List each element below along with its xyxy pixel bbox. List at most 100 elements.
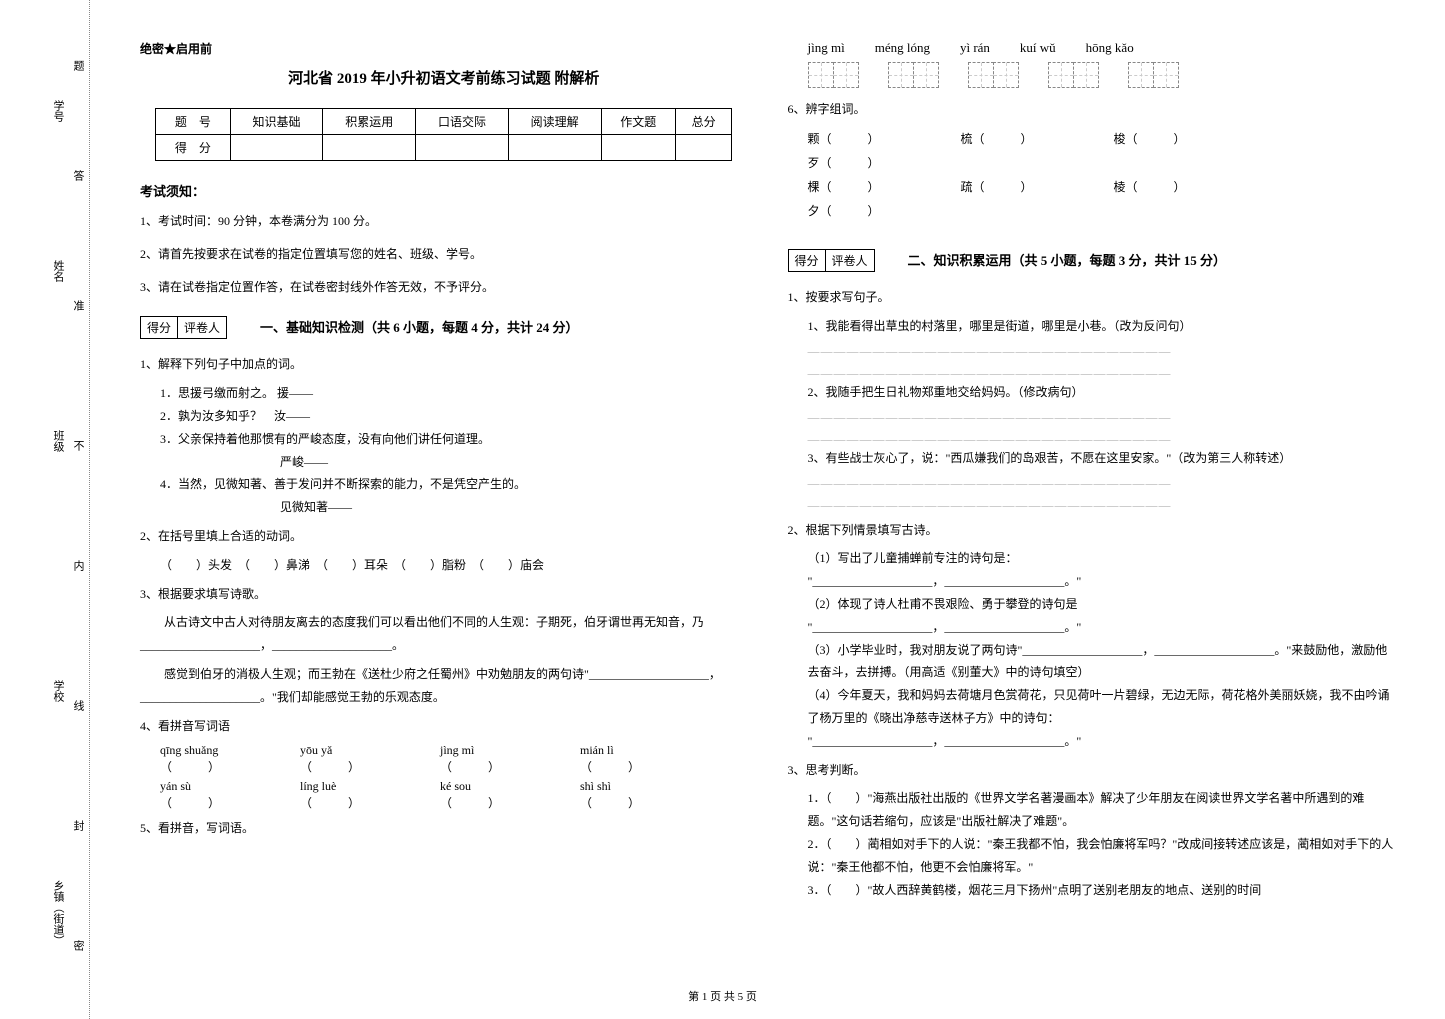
- part2-title: 二、知识积累运用（共 5 小题，每题 3 分，共计 15 分）: [908, 250, 1227, 269]
- answer-line: ＿＿＿＿＿＿＿＿＿＿＿＿＿＿＿＿＿＿＿＿＿＿＿＿＿＿＿＿: [808, 337, 1396, 359]
- q1-item: 4．当然，见微知著、善于发问并不断探索的能力，不是凭空产生的。: [160, 473, 748, 496]
- exam-title: 河北省 2019 年小升初语文考前练习试题 附解析: [140, 67, 748, 88]
- seal-char: 不: [70, 440, 86, 451]
- seal-char: 内: [70, 560, 86, 571]
- pinyin: qīng shuǎng: [160, 743, 218, 757]
- q6-cell: 梳（ ）: [961, 127, 1111, 151]
- pinyin: yán sù: [160, 779, 191, 793]
- notice-item: 3、请在试卷指定位置作答，在试卷密封线外作答无效，不予评分。: [140, 276, 748, 299]
- q2: 2、在括号里填上合适的动词。: [140, 525, 748, 548]
- notice-item: 2、请首先按要求在试卷的指定位置填写您的姓名、班级、学号。: [140, 243, 748, 266]
- p2-q3: 3、思考判断。: [788, 759, 1396, 782]
- q1-item: 2．孰为汝多知乎？ 汝——: [160, 405, 748, 428]
- score-cell: [323, 135, 416, 161]
- grader-label: 评卷人: [178, 317, 226, 338]
- p2-q3-item: 1．（ ）"海燕出版社出版的《世界文学名著漫画本》解决了少年朋友在阅读世界文学名…: [808, 787, 1396, 833]
- score-header: 总分: [676, 109, 732, 135]
- p2-q2-item: "____________________，__________________…: [808, 570, 1396, 593]
- paren: （ ）: [160, 760, 224, 774]
- paren: （ ）: [160, 796, 224, 810]
- p2-q2: 2、根据下列情景填写古诗。: [788, 519, 1396, 542]
- answer-line: ＿＿＿＿＿＿＿＿＿＿＿＿＿＿＿＿＿＿＿＿＿＿＿＿＿＿＿＿: [808, 403, 1396, 425]
- part1-title: 一、基础知识检测（共 6 小题，每题 4 分，共计 24 分）: [260, 317, 579, 336]
- score-entry-box: 得分评卷人: [140, 316, 227, 339]
- seal-char: 密: [70, 940, 86, 951]
- answer-line: ＿＿＿＿＿＿＿＿＿＿＿＿＿＿＿＿＿＿＿＿＿＿＿＿＿＿＿＿: [808, 469, 1396, 491]
- answer-line: ＿＿＿＿＿＿＿＿＿＿＿＿＿＿＿＿＿＿＿＿＿＿＿＿＿＿＿＿: [808, 491, 1396, 513]
- q6-cell: 梭（ ）: [1114, 127, 1264, 151]
- answer-line: ＿＿＿＿＿＿＿＿＿＿＿＿＿＿＿＿＿＿＿＿＿＿＿＿＿＿＿＿: [808, 425, 1396, 447]
- pinyin: jìng mì: [440, 743, 474, 757]
- ruby: hōng kǎo: [1086, 40, 1134, 56]
- pinyin-row: qīng shuǎng（ ） yōu yǎ（ ） jìng mì（ ） mián…: [160, 743, 748, 775]
- q6-row: 棵（ ） 疏（ ） 棱（ ） 夕（ ）: [808, 175, 1396, 223]
- p2-q2-item: （3）小学毕业时，我对朋友说了两句诗"____________________，…: [808, 639, 1396, 685]
- gutter-label: 学号: [50, 100, 66, 122]
- column-left: 绝密★启用前 河北省 2019 年小升初语文考前练习试题 附解析 题 号 知识基…: [120, 40, 768, 999]
- tianzige-row: [808, 62, 1396, 88]
- seal-char: 答: [70, 170, 86, 181]
- score-header: 题 号: [156, 109, 230, 135]
- score-header: 口语交际: [416, 109, 509, 135]
- ruby: kuí wǔ: [1020, 40, 1056, 56]
- pinyin-row: yán sù （ ） líng luè （ ） ké sou （ ） shì shì （…: [160, 779, 748, 811]
- score-cell: [676, 135, 732, 161]
- q3-p2: 感觉到伯牙的消极人生观；而王勃在《送杜少府之任蜀州》中劝勉朋友的两句诗"____…: [140, 663, 748, 709]
- paren: （ ）: [440, 760, 504, 774]
- pinyin: ké sou: [440, 779, 471, 793]
- score-cell: [508, 135, 601, 161]
- p2-q1: 1、按要求写句子。: [788, 286, 1396, 309]
- page-footer: 第 1 页 共 5 页: [0, 988, 1445, 1004]
- secret-label: 绝密★启用前: [140, 40, 748, 57]
- score-row-label: 得 分: [156, 135, 230, 161]
- p2-q2-item: （2）体现了诗人杜甫不畏艰险、勇于攀登的诗句是: [808, 593, 1396, 616]
- score-cell: [230, 135, 323, 161]
- pinyin: yōu yǎ: [300, 743, 332, 757]
- score-entry-box: 得分评卷人: [788, 249, 875, 272]
- gutter-label: 乡镇（街道）: [50, 880, 66, 946]
- q3: 3、根据要求填写诗歌。: [140, 583, 748, 606]
- seal-char: 封: [70, 820, 86, 831]
- seal-char: 题: [70, 60, 86, 71]
- score-header: 积累运用: [323, 109, 416, 135]
- q6-cell: 疏（ ）: [961, 175, 1111, 199]
- score-cell: [601, 135, 675, 161]
- pinyin: shì shì: [580, 779, 611, 793]
- ruby: jìng mì: [808, 40, 845, 56]
- p2-q3-item: 3．（ ）"故人西辞黄鹤楼，烟花三月下扬州"点明了送别老朋友的地点、送别的时间: [808, 879, 1396, 902]
- p2-q2-item: （1）写出了儿童捕蝉前专注的诗句是：: [808, 547, 1396, 570]
- notice-item: 1、考试时间：90 分钟，本卷满分为 100 分。: [140, 210, 748, 233]
- q1-item: 1．思援弓缴而射之。 援——: [160, 382, 748, 405]
- q5: 5、看拼音，写词语。: [140, 817, 748, 840]
- score-header: 作文题: [601, 109, 675, 135]
- gutter-label: 班级: [50, 430, 66, 452]
- p2-q1-item: 3、有些战士灰心了，说："西瓜嫌我们的岛艰苦，不愿在这里安家。"（改为第三人称转…: [808, 447, 1396, 470]
- q6-cell: 歹（ ）: [808, 151, 958, 175]
- seal-char: 线: [70, 700, 86, 711]
- q6-cell: 棱（ ）: [1114, 175, 1264, 199]
- ruby: méng lóng: [875, 40, 930, 56]
- paren: （ ）: [440, 796, 504, 810]
- q6: 6、辨字组词。: [788, 98, 1396, 121]
- q6-cell: 夕（ ）: [808, 199, 958, 223]
- q6-cell: 颗（ ）: [808, 127, 958, 151]
- binding-gutter: 乡镇（街道） 学校 班级 姓名 学号 密 封 线 内 不 准 答 题: [0, 0, 90, 1019]
- q1-item: 见微知著——: [160, 496, 748, 519]
- q1-item: 3．父亲保持着他那惯有的严峻态度，没有向他们讲任何道理。: [160, 428, 748, 451]
- q3-p1: 从古诗文中古人对待朋友离去的态度我们可以看出他们不同的人生观：子期死，伯牙谓世再…: [140, 611, 748, 657]
- q2-line: （ ）头发 （ ）鼻涕 （ ）耳朵 （ ）脂粉 （ ）庙会: [160, 554, 748, 577]
- paren: （ ）: [580, 796, 644, 810]
- paren: （ ）: [300, 796, 364, 810]
- column-right: jìng mì méng lóng yì rán kuí wǔ hōng kǎo…: [768, 40, 1416, 999]
- pinyin: mián lì: [580, 743, 614, 757]
- q6-cell: 棵（ ）: [808, 175, 958, 199]
- notice-heading: 考试须知：: [140, 181, 748, 200]
- score-cell: [416, 135, 509, 161]
- p2-q3-item: 2．（ ）蔺相如对手下的人说："秦王我都不怕，我会怕廉将军吗？"改成间接转述应该…: [808, 833, 1396, 879]
- ruby: yì rán: [960, 40, 990, 56]
- answer-line: ＿＿＿＿＿＿＿＿＿＿＿＿＿＿＿＿＿＿＿＿＿＿＿＿＿＿＿＿: [808, 359, 1396, 381]
- q1-item: 严峻——: [160, 451, 748, 474]
- gutter-label: 姓名: [50, 260, 66, 282]
- pinyin: líng luè: [300, 779, 336, 793]
- notice-block: 1、考试时间：90 分钟，本卷满分为 100 分。 2、请首先按要求在试卷的指定…: [140, 210, 748, 298]
